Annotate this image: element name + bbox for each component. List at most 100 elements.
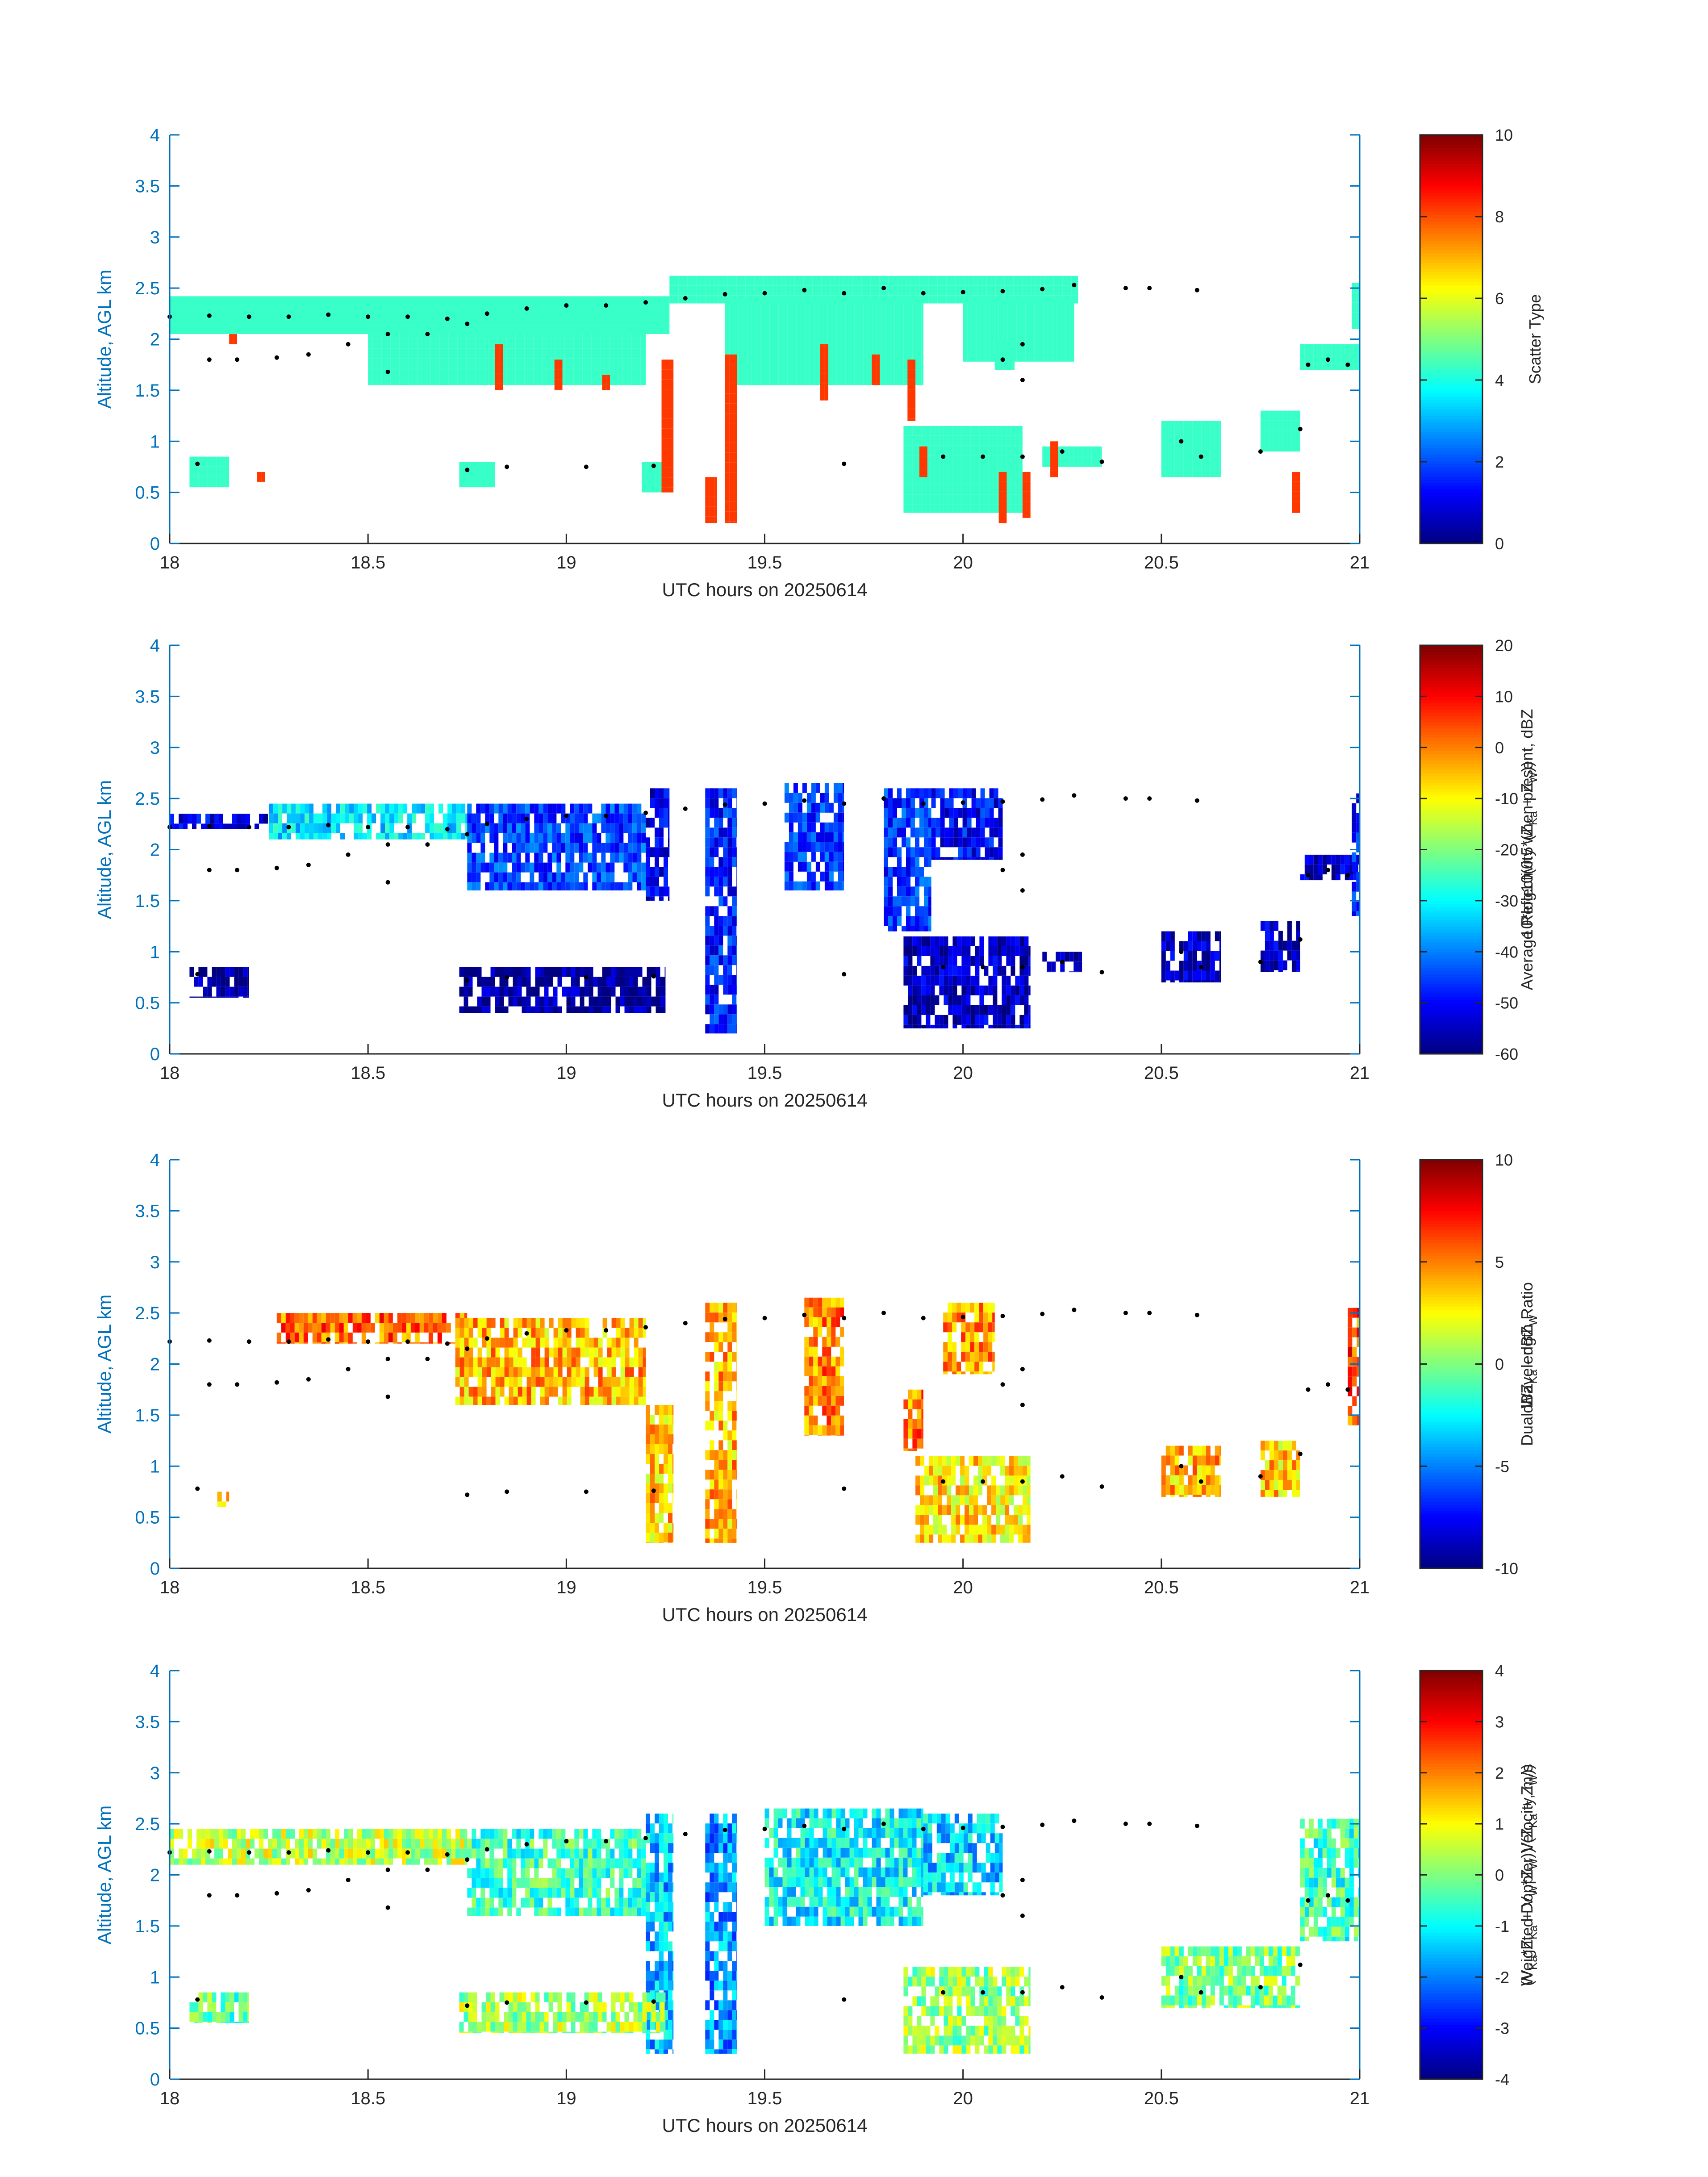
heatmap-cell: [957, 426, 962, 436]
heatmap-cell: [705, 477, 710, 487]
heatmap-cell: [806, 832, 811, 842]
heatmap-cell: [1052, 357, 1057, 362]
heatmap-cell: [872, 374, 877, 384]
heatmap-cell: [705, 926, 710, 936]
heatmap-cell: [295, 306, 299, 316]
heatmap-cell: [622, 338, 627, 349]
heatmap-cell: [411, 306, 415, 316]
heatmap-cell: [823, 328, 828, 338]
heatmap-cell: [241, 814, 246, 824]
heatmap-cell: [1219, 980, 1221, 982]
heatmap-cell: [743, 318, 748, 328]
heatmap-cell: [725, 501, 730, 512]
heatmap-cell: [380, 813, 385, 823]
heatmap-cell: [665, 296, 670, 306]
heatmap-cell: [491, 306, 496, 316]
heatmap-cell: [1015, 975, 1020, 986]
heatmap-cell: [930, 485, 935, 495]
colorbar-segment: [1420, 272, 1482, 276]
heatmap-cell: [1052, 318, 1057, 328]
heatmap-cell: [910, 857, 915, 867]
heatmap-cell: [570, 803, 575, 814]
heatmap-cell: [881, 308, 886, 318]
heatmap-cell: [1188, 980, 1193, 982]
heatmap-cell: [723, 975, 728, 985]
heatmap-cell: [718, 896, 723, 907]
heatmap-cell: [526, 977, 531, 987]
heatmap-cell: [994, 328, 999, 338]
heatmap-cell: [1265, 921, 1270, 931]
heatmap-cell: [705, 994, 710, 1005]
heatmap-cell: [371, 316, 375, 326]
heatmap-cell: [353, 306, 357, 316]
heatmap-cell: [952, 494, 957, 505]
heatmap-cell: [944, 426, 948, 436]
heatmap-cell: [1047, 971, 1052, 973]
cloud-base-dot: [802, 288, 807, 292]
heatmap-cell: [453, 358, 458, 368]
heatmap-cell: [548, 977, 553, 987]
cloud-base-dot: [881, 796, 886, 801]
heatmap-cell: [522, 967, 526, 977]
heatmap-cell: [1274, 940, 1278, 951]
heatmap-cell: [718, 975, 723, 985]
heatmap-cell: [570, 843, 575, 853]
heatmap-cell: [714, 818, 719, 828]
heatmap-cell: [765, 367, 770, 377]
heatmap-cell: [705, 506, 710, 517]
heatmap-cell: [614, 833, 619, 843]
heatmap-cell: [967, 857, 972, 860]
heatmap-cell: [944, 494, 948, 505]
heatmap-cell: [727, 1014, 732, 1024]
heatmap-cell: [683, 285, 688, 296]
heatmap-cell: [628, 833, 633, 843]
heatmap-cell: [1039, 298, 1044, 308]
heatmap-cell: [798, 802, 802, 813]
heatmap-cell: [339, 1342, 344, 1344]
heatmap-cell: [984, 985, 989, 995]
heatmap-cell: [725, 384, 730, 394]
heatmap-cell: [539, 1006, 544, 1013]
heatmap-cell: [725, 374, 730, 384]
heatmap-cell: [606, 862, 610, 873]
heatmap-cell: [768, 285, 773, 296]
heatmap-cell: [1206, 450, 1211, 460]
heatmap-cell: [729, 482, 734, 492]
heatmap-cell: [984, 1015, 989, 1025]
heatmap-cell: [515, 338, 520, 349]
heatmap-cell: [976, 847, 981, 857]
heatmap-cell: [237, 814, 241, 824]
colorbar-segment: [1420, 814, 1482, 818]
heatmap-cell: [897, 867, 902, 877]
heatmap-cell: [783, 367, 788, 377]
heatmap-cell: [734, 472, 737, 482]
heatmap-cell: [820, 344, 825, 354]
heatmap-cell: [921, 367, 923, 377]
cloud-base-dot: [1020, 342, 1025, 347]
heatmap-cell: [619, 813, 624, 823]
heatmap-cell: [1070, 328, 1074, 338]
heatmap-cell: [930, 426, 935, 436]
heatmap-region: [269, 803, 468, 840]
colorbar-label-text: )): [1518, 761, 1536, 772]
heatmap-cell: [897, 877, 902, 887]
heatmap-cell: [1215, 470, 1219, 477]
heatmap-cell: [459, 1313, 464, 1323]
heatmap-cell: [1292, 472, 1297, 482]
heatmap-cell: [872, 328, 877, 338]
heatmap-cell: [972, 308, 977, 318]
heatmap-cell: [548, 996, 553, 1007]
colorbar-segment: [1420, 310, 1482, 314]
heatmap-cell: [910, 788, 915, 798]
heatmap-cell: [926, 1015, 931, 1025]
heatmap-cell: [627, 338, 632, 349]
heatmap-cell: [368, 358, 373, 368]
heatmap-cell: [607, 316, 612, 326]
heatmap-cell: [232, 814, 237, 824]
heatmap-cell: [952, 995, 957, 1005]
heatmap-cell: [572, 306, 576, 316]
heatmap-cell: [241, 823, 246, 829]
heatmap-cell: [393, 1333, 397, 1343]
heatmap-cell: [827, 347, 832, 357]
heatmap-cell: [638, 986, 643, 997]
